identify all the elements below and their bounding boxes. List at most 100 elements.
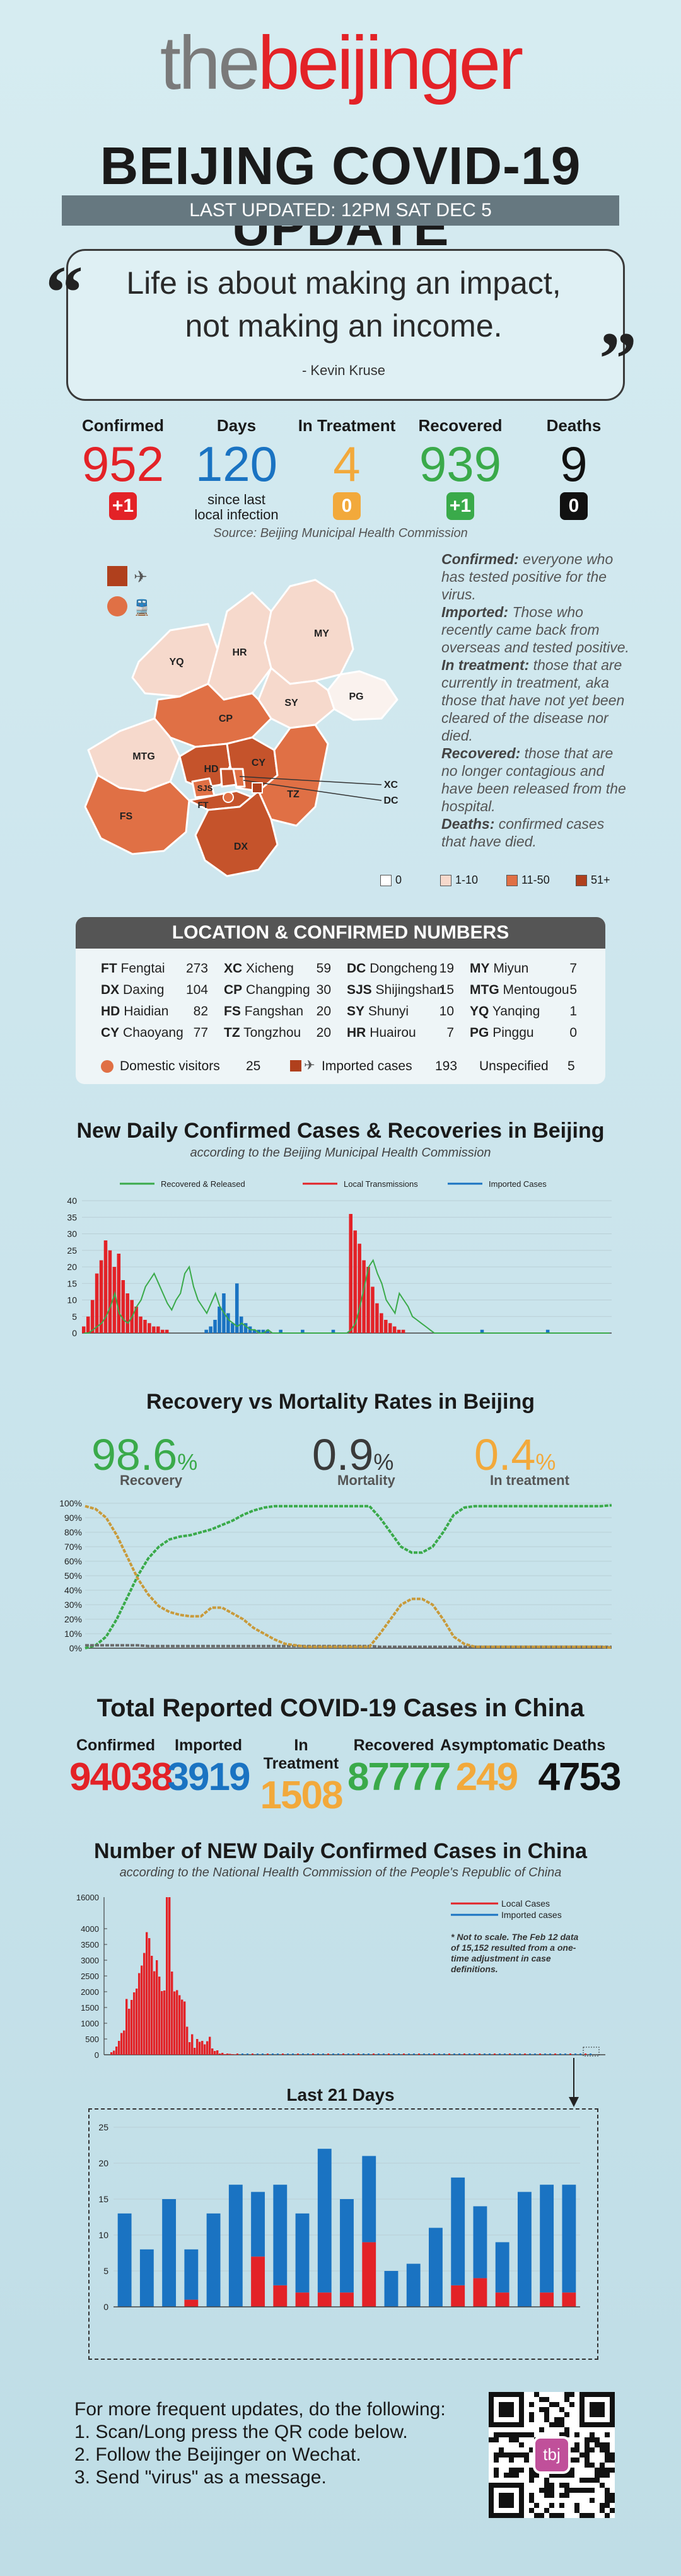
y-tick-label: 20% xyxy=(64,1614,82,1624)
location-row: MY Miyun 7 xyxy=(470,958,577,979)
airport-marker xyxy=(107,566,127,586)
bar-imported xyxy=(251,2192,265,2257)
qr-module xyxy=(610,2468,615,2473)
qr-code[interactable]: tbj xyxy=(489,2392,615,2518)
qr-module xyxy=(544,2508,549,2513)
qr-module xyxy=(574,2447,579,2452)
qr-module xyxy=(585,2463,590,2468)
qr-module xyxy=(494,2437,499,2442)
qr-module xyxy=(499,2447,504,2452)
bar-small xyxy=(242,2053,243,2055)
qr-module xyxy=(600,2503,605,2508)
qr-module xyxy=(539,2397,544,2402)
qr-module xyxy=(554,2513,559,2518)
bar-local xyxy=(201,2041,204,2055)
qr-module xyxy=(564,2392,569,2397)
location-count: 0 xyxy=(569,1025,577,1040)
bar-small xyxy=(559,2053,561,2055)
bar-small xyxy=(474,2053,475,2055)
bar-imported xyxy=(451,2177,465,2285)
bar-local xyxy=(397,1329,401,1333)
legend-label-3: 51+ xyxy=(591,874,610,886)
qr-module xyxy=(590,2488,595,2493)
qr-module xyxy=(549,2488,554,2493)
legend-swatch-0 xyxy=(380,875,392,886)
y-tick-label: 16000 xyxy=(76,1893,99,1902)
y-tick-label: 5 xyxy=(103,2266,108,2276)
location-code: MTG xyxy=(470,983,499,997)
bar-imported xyxy=(204,1329,208,1333)
qr-module xyxy=(569,2473,574,2478)
location-name: Fangshan xyxy=(244,1004,304,1019)
bar-small xyxy=(388,2053,390,2055)
district-hr xyxy=(207,591,272,701)
qr-module xyxy=(539,2513,544,2518)
qr-module xyxy=(585,2452,590,2458)
bar-imported xyxy=(517,2192,532,2307)
bar-local xyxy=(115,2047,118,2055)
plane-icon: ✈ xyxy=(134,567,148,586)
bar-small xyxy=(393,2053,395,2055)
district-tz xyxy=(257,724,329,827)
rate-unit: % xyxy=(535,1449,556,1475)
location-count: 77 xyxy=(193,1025,208,1040)
footer-line-3: 3. Send "virus" as a message. xyxy=(74,2467,327,2488)
bar-small xyxy=(489,2053,491,2055)
bar-local xyxy=(160,1329,165,1333)
location-card-header: LOCATION & CONFIRMED NUMBERS xyxy=(76,917,605,949)
y-tick-label: 20 xyxy=(98,2158,108,2168)
logo: thebeijinger xyxy=(0,19,681,107)
qr-module xyxy=(559,2473,564,2478)
bar-imported xyxy=(545,1329,550,1333)
arrow-down-icon xyxy=(569,2058,579,2107)
bar-local xyxy=(123,2030,125,2055)
location-count: 20 xyxy=(316,1004,331,1019)
qr-module xyxy=(595,2437,600,2442)
bar-local xyxy=(156,1326,160,1333)
location-count: 15 xyxy=(439,983,454,997)
qr-module xyxy=(610,2458,615,2463)
location-row: XC Xicheng 59 xyxy=(224,958,331,979)
bar-small xyxy=(257,2053,259,2055)
bar-small xyxy=(448,2053,450,2055)
bar-small xyxy=(277,2053,279,2055)
bar-local xyxy=(143,1953,146,2055)
bar-local xyxy=(125,1293,129,1333)
qr-finder xyxy=(499,2493,514,2508)
qr-module xyxy=(559,2407,564,2412)
bar-small xyxy=(554,2053,556,2055)
qr-module xyxy=(605,2498,610,2503)
qr-module xyxy=(564,2412,569,2417)
qr-module xyxy=(600,2483,605,2488)
bar-small xyxy=(247,2053,248,2055)
stat-label: Deaths xyxy=(546,416,602,435)
bar-small xyxy=(332,2053,334,2055)
qr-module xyxy=(534,2392,539,2397)
bar-local xyxy=(196,2039,199,2055)
location-code: TZ xyxy=(224,1025,240,1040)
qr-module xyxy=(529,2478,534,2483)
legend-label: Local Transmissions xyxy=(344,1179,418,1189)
qr-module xyxy=(544,2493,549,2498)
bar-local xyxy=(108,1250,112,1333)
y-tick-label: 15 xyxy=(98,2194,108,2204)
bar-local xyxy=(380,1313,383,1333)
qr-module xyxy=(554,2473,559,2478)
qr-module xyxy=(529,2468,534,2473)
qr-module xyxy=(539,2407,544,2412)
rate-recovery: 98.6% Recovery xyxy=(91,1430,255,1489)
qr-module xyxy=(564,2473,569,2478)
qr-module xyxy=(529,2402,534,2407)
bar-local xyxy=(349,1214,353,1333)
line-recovery xyxy=(84,1504,612,1649)
qr-module xyxy=(504,2473,509,2478)
rate-label: In treatment xyxy=(490,1472,569,1488)
bar-local xyxy=(226,2053,229,2055)
bar-local xyxy=(141,1965,143,2055)
qr-module xyxy=(514,2432,519,2437)
section4-title: Number of NEW Daily Confirmed Cases in C… xyxy=(93,1839,588,1863)
stat-deaths: Deaths 9 0 xyxy=(517,416,631,520)
qr-module xyxy=(494,2468,499,2473)
definition-imported: Imported: Those who recently came back f… xyxy=(441,604,629,656)
y-tick-label: 35 xyxy=(67,1212,77,1222)
